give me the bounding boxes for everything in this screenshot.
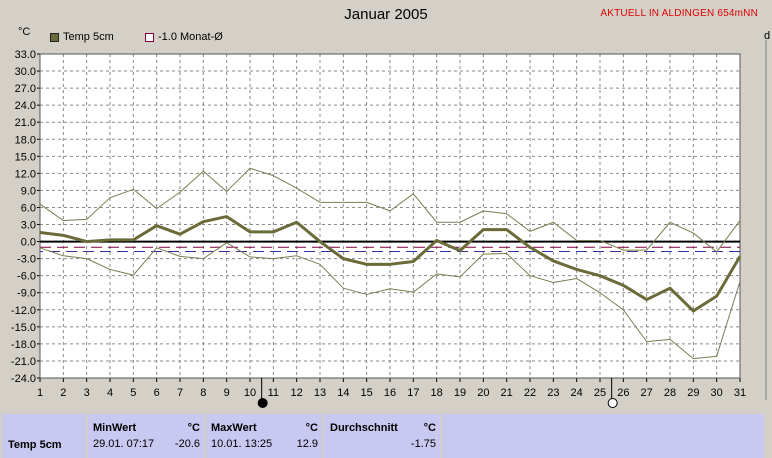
x-tick-label: 8: [200, 387, 206, 399]
x-tick-label: 23: [547, 387, 559, 399]
y-tick-label: 15.0: [15, 151, 36, 163]
series-line-mean: [39, 215, 742, 313]
stats-avg-label: Durchschnitt: [330, 422, 398, 434]
legend-label-temp: Temp 5cm: [63, 31, 114, 43]
x-tick-label: 22: [524, 387, 536, 399]
legend-item-temp: Temp 5cm: [50, 31, 114, 43]
x-tick-label: 1: [37, 387, 43, 399]
stats-empty-cell: [442, 414, 764, 458]
stats-row-label-cell: Temp 5cm: [2, 414, 86, 458]
y-tick-label: -6.0: [17, 271, 36, 283]
y-tick-label: -18.0: [11, 339, 36, 351]
y-tick-label: 30.0: [15, 66, 36, 78]
y-axis-unit: °C: [18, 26, 31, 38]
x-tick-label: 2: [60, 387, 66, 399]
y-tick-label: 27.0: [15, 83, 36, 95]
y-tick-label: -9.0: [17, 288, 36, 300]
new-moon-icon: [257, 398, 268, 408]
x-tick-label: 6: [154, 387, 160, 399]
x-tick-label: 31: [734, 387, 746, 399]
y-tick-label: -12.0: [11, 305, 36, 317]
x-tick-label: 4: [107, 387, 113, 399]
full-moon-icon: [607, 398, 618, 408]
x-tick-label: 13: [314, 387, 326, 399]
x-tick-label: 27: [641, 387, 653, 399]
y-tick-label: 12.0: [15, 168, 36, 180]
y-tick-label: 33.0: [15, 49, 36, 61]
x-tick-label: 24: [571, 387, 583, 399]
x-tick-label: 16: [384, 387, 396, 399]
y-tick-label: 3.0: [21, 220, 36, 232]
stats-max-label: MaxWert: [211, 422, 257, 434]
stats-min-value: -20.6: [174, 438, 200, 450]
stats-min-label: MinWert: [93, 422, 137, 434]
chart-title: Januar 2005: [344, 6, 428, 23]
stats-min-cell: MinWert °C 29.01. 07:17 -20.6: [88, 414, 204, 458]
x-tick-label: 11: [268, 387, 279, 399]
x-tick-label: 18: [431, 387, 443, 399]
stats-avg-cell: Durchschnitt °C -1.75: [324, 414, 440, 458]
legend-label-avg: -1.0 Monat-Ø: [158, 31, 223, 43]
stats-avg-unit: °C: [423, 422, 436, 434]
y-tick-label: 21.0: [15, 117, 36, 129]
x-tick-label: 19: [454, 387, 466, 399]
x-tick-label: 10: [244, 387, 256, 399]
temperature-chart: 33.030.027.024.021.018.015.012.09.06.03.…: [11, 40, 767, 408]
x-tick-label: 29: [687, 387, 699, 399]
y-tick-label: -21.0: [11, 356, 36, 368]
x-tick-label: 26: [617, 387, 629, 399]
x-tick-label: 14: [337, 387, 349, 399]
x-tick-label: 17: [407, 387, 419, 399]
y-tick-label: 18.0: [15, 134, 36, 146]
x-tick-label: 3: [84, 387, 90, 399]
legend-swatch-temp: [50, 32, 59, 42]
stats-min-datetime: 29.01. 07:17: [93, 438, 155, 450]
legend-swatch-avg: [145, 32, 154, 42]
y-tick-label: -24.0: [11, 373, 36, 385]
x-tick-label: 25: [594, 387, 606, 399]
station-label: AKTUELL IN ALDINGEN 654mNN: [600, 8, 758, 19]
y-tick-label: 6.0: [21, 202, 36, 214]
series-line-min: [39, 242, 741, 360]
y-tick-label: -15.0: [11, 322, 36, 334]
x-tick-label: 7: [177, 387, 183, 399]
stats-max-value: 12.9: [296, 438, 318, 450]
stats-max-cell: MaxWert °C 10.01. 13:25 12.9: [206, 414, 322, 458]
right-axis-unit: d: [764, 30, 771, 42]
stats-avg-value: -1.75: [410, 438, 436, 450]
x-tick-label: 12: [291, 387, 303, 399]
stats-panel: Temp 5cm MinWert °C 29.01. 07:17 -20.6 M…: [0, 411, 772, 458]
x-tick-label: 20: [477, 387, 489, 399]
stats-min-unit: °C: [187, 422, 200, 434]
stats-row-label: Temp 5cm: [8, 439, 62, 451]
x-tick-label: 15: [361, 387, 373, 399]
x-tick-label: 21: [501, 387, 513, 399]
x-tick-label: 28: [664, 387, 676, 399]
y-tick-label: 24.0: [15, 100, 36, 112]
x-tick-label: 9: [224, 387, 230, 399]
y-tick-label: 0.0: [21, 237, 36, 249]
y-tick-label: 9.0: [21, 185, 36, 197]
legend-item-avg: -1.0 Monat-Ø: [145, 31, 223, 43]
stats-max-datetime: 10.01. 13:25: [211, 438, 273, 450]
x-tick-label: 30: [711, 387, 723, 399]
x-tick-label: 5: [130, 387, 136, 399]
plot-frame: [39, 53, 741, 379]
y-tick-label: -3.0: [17, 254, 36, 266]
stats-max-unit: °C: [305, 422, 318, 434]
series-line-max: [39, 167, 741, 253]
